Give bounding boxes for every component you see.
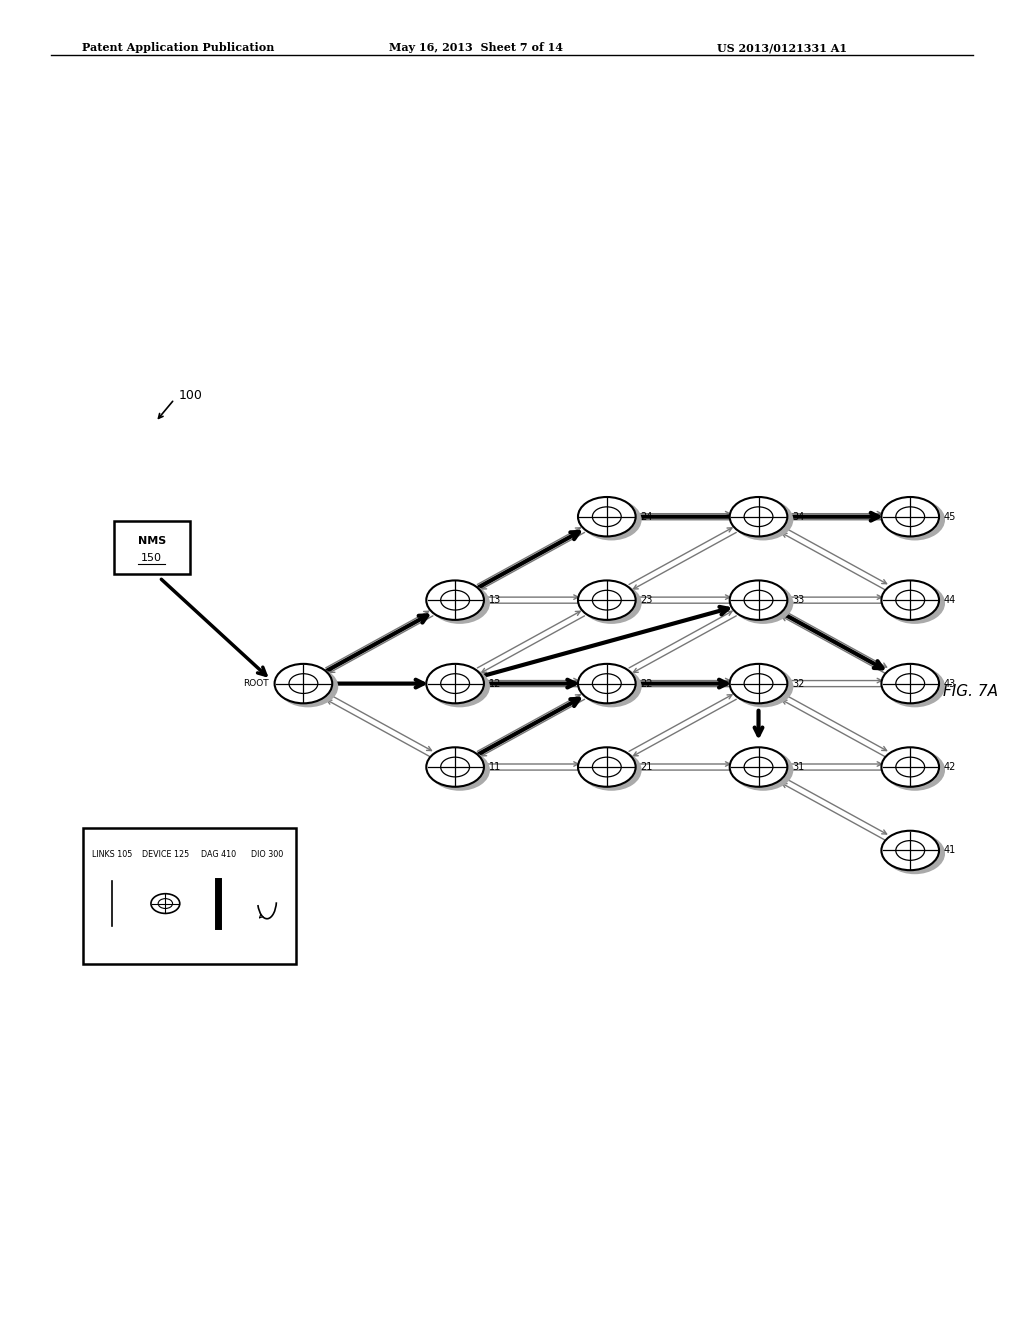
Ellipse shape — [885, 833, 945, 874]
Text: 24: 24 — [640, 512, 652, 521]
Ellipse shape — [426, 747, 484, 787]
Ellipse shape — [730, 581, 787, 620]
Ellipse shape — [578, 498, 636, 536]
Ellipse shape — [882, 498, 939, 536]
Text: 150: 150 — [141, 553, 162, 562]
Text: 32: 32 — [792, 678, 804, 689]
Text: ROOT: ROOT — [243, 678, 268, 688]
Ellipse shape — [278, 665, 338, 708]
Ellipse shape — [882, 747, 939, 787]
Ellipse shape — [733, 750, 794, 791]
Text: DIO 300: DIO 300 — [251, 850, 283, 859]
Text: LINKS 105: LINKS 105 — [92, 850, 132, 859]
Text: DAG 410: DAG 410 — [201, 850, 236, 859]
Ellipse shape — [429, 582, 489, 624]
Text: DEVICE 125: DEVICE 125 — [141, 850, 189, 859]
Text: 44: 44 — [943, 595, 955, 605]
Text: 45: 45 — [943, 512, 956, 521]
Text: 43: 43 — [943, 678, 955, 689]
Text: 100: 100 — [178, 389, 202, 401]
Ellipse shape — [730, 747, 787, 787]
Ellipse shape — [426, 664, 484, 704]
Ellipse shape — [733, 499, 794, 540]
Ellipse shape — [730, 498, 787, 536]
Ellipse shape — [733, 665, 794, 708]
Ellipse shape — [274, 664, 332, 704]
Text: US 2013/0121331 A1: US 2013/0121331 A1 — [717, 42, 847, 53]
Text: 31: 31 — [792, 762, 804, 772]
Ellipse shape — [429, 750, 489, 791]
Ellipse shape — [885, 499, 945, 540]
Text: 42: 42 — [943, 762, 956, 772]
Text: 33: 33 — [792, 595, 804, 605]
Ellipse shape — [429, 665, 489, 708]
Ellipse shape — [578, 581, 636, 620]
Ellipse shape — [151, 894, 180, 913]
Ellipse shape — [581, 665, 642, 708]
Ellipse shape — [581, 750, 642, 791]
Ellipse shape — [885, 665, 945, 708]
FancyBboxPatch shape — [114, 520, 189, 574]
Text: 13: 13 — [488, 595, 501, 605]
Ellipse shape — [882, 830, 939, 870]
Ellipse shape — [578, 747, 636, 787]
Text: 23: 23 — [640, 595, 652, 605]
Ellipse shape — [730, 664, 787, 704]
Ellipse shape — [581, 499, 642, 540]
Ellipse shape — [885, 750, 945, 791]
Text: May 16, 2013  Sheet 7 of 14: May 16, 2013 Sheet 7 of 14 — [389, 42, 563, 53]
Text: FIG. 7A: FIG. 7A — [943, 684, 998, 698]
Text: 12: 12 — [488, 678, 501, 689]
Text: 34: 34 — [792, 512, 804, 521]
FancyBboxPatch shape — [83, 828, 296, 964]
Text: 11: 11 — [488, 762, 501, 772]
Text: 41: 41 — [943, 846, 955, 855]
Ellipse shape — [882, 581, 939, 620]
Ellipse shape — [578, 664, 636, 704]
Ellipse shape — [426, 581, 484, 620]
Text: Patent Application Publication: Patent Application Publication — [82, 42, 274, 53]
Text: NMS: NMS — [137, 536, 166, 546]
Ellipse shape — [733, 582, 794, 624]
Text: 21: 21 — [640, 762, 652, 772]
Ellipse shape — [882, 664, 939, 704]
Ellipse shape — [581, 582, 642, 624]
Text: 22: 22 — [640, 678, 652, 689]
Ellipse shape — [885, 582, 945, 624]
